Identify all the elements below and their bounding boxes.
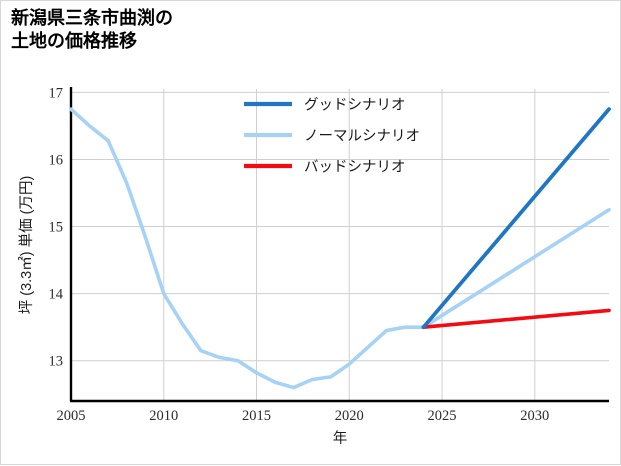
x-tick-label: 2005 (57, 408, 86, 424)
legend-label: バッドシナリオ (304, 160, 406, 176)
legend-label: ノーマルシナリオ (304, 129, 420, 145)
x-axis-title: 年 (333, 430, 348, 447)
y-tick-label: 16 (49, 152, 64, 168)
y-tick-label: 15 (49, 220, 64, 236)
x-tick-labels: 2005 2010 2015 2020 2025 2030 (57, 408, 550, 424)
data-series-group (69, 107, 611, 390)
y-axis-title: 坪 (3.3㎡) 単価 (万円) (18, 176, 35, 315)
svg-text:坪 (3.3㎡) 単価 (万円): 坪 (3.3㎡) 単価 (万円) (18, 176, 35, 315)
x-tick-label: 2010 (149, 408, 178, 424)
title-line-2: 土地の価格推移 (11, 31, 137, 52)
x-gridlines (70, 89, 536, 401)
y-tick-labels: 13 14 15 16 17 (49, 85, 64, 369)
page-title: 新潟県三条市曲渕の 土地の価格推移 (11, 7, 173, 53)
y-gridlines (71, 91, 609, 362)
y-tick-label: 14 (49, 287, 64, 303)
x-tick-label: 2020 (335, 408, 364, 424)
x-tick-label: 2015 (242, 408, 271, 424)
series-line-good (421, 107, 611, 330)
y-tick-label: 17 (49, 85, 64, 101)
series-line-normal (69, 107, 611, 390)
axis-lines (69, 87, 609, 403)
x-tick-label: 2025 (428, 408, 457, 424)
title-line-1: 新潟県三条市曲渕の (11, 8, 173, 28)
y-tick-label: 13 (49, 354, 64, 370)
legend-label: グッドシナリオ (304, 97, 406, 114)
series-line-bad (421, 308, 611, 329)
x-tick-label: 2030 (520, 408, 549, 424)
